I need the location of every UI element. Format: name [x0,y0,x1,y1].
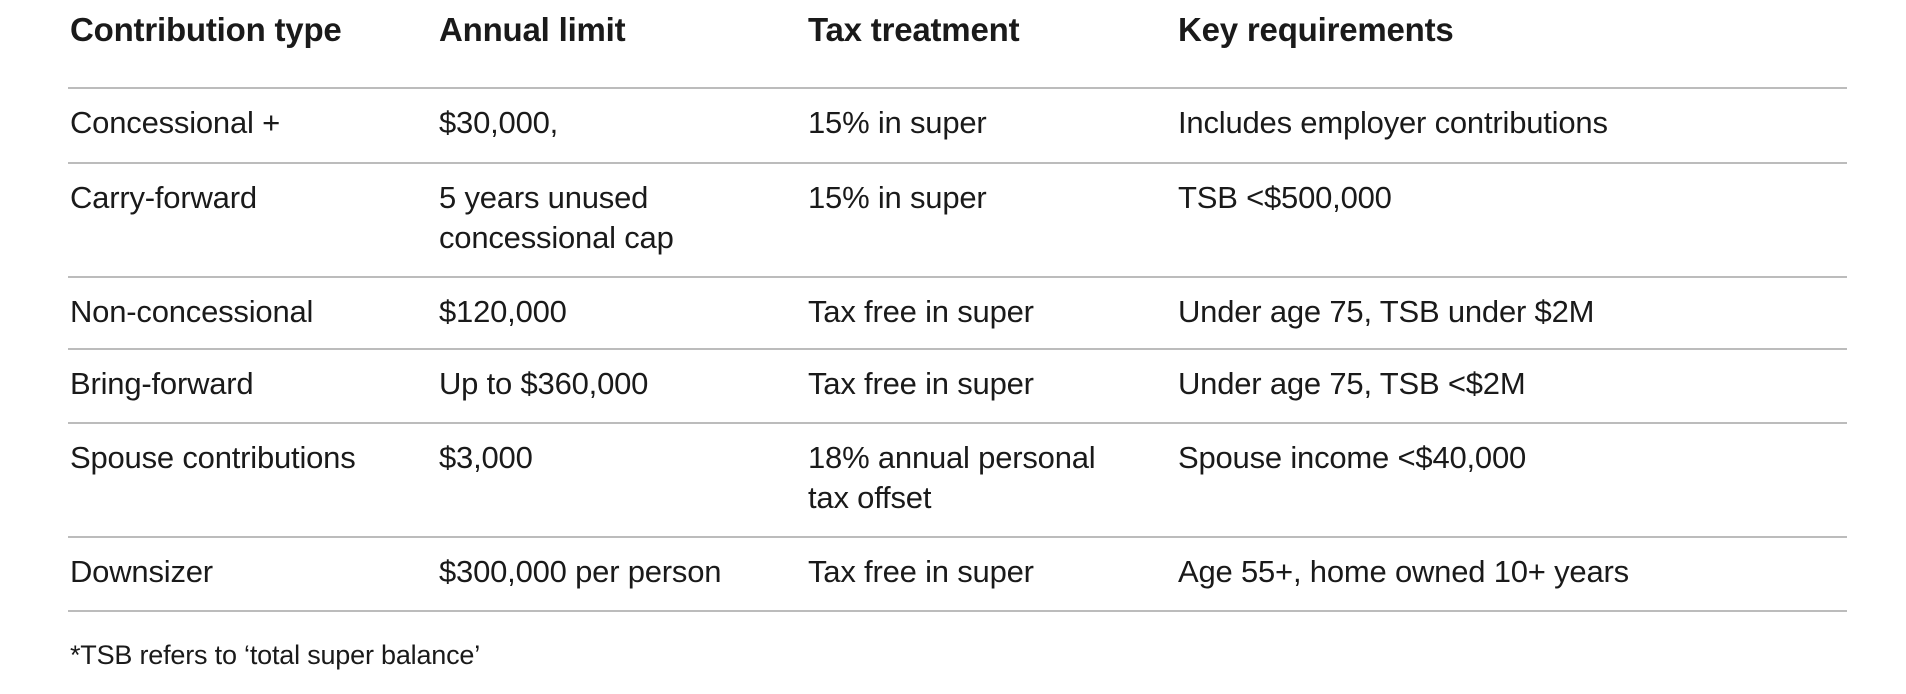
cell-type: Concessional + [68,88,437,164]
table-header-row: Contribution type Annual limit Tax treatme… [68,0,1847,89]
cell-tax: Tax free in super [806,349,1176,424]
cell-req: Age 55+, home owned 10+ years [1176,537,1847,612]
table-row: Carry-forward 5 years unused concessional… [68,163,1847,278]
cell-type: Carry-forward [68,163,437,278]
cell-req: Under age 75, TSB under $2M [1176,277,1847,350]
table-row: Spouse contributions $3,000 18% annual per… [68,423,1847,538]
contributions-table-section: Contribution type Annual limit Tax treatme… [68,0,1847,672]
cell-tax: 15% in super [806,88,1176,164]
table-row: Bring-forward Up to $360,000 Tax free in s… [68,349,1847,424]
column-header-type: Contribution type [68,0,437,89]
column-header-req: Key requirements [1176,0,1847,89]
contributions-table: Contribution type Annual limit Tax treatme… [68,0,1847,612]
cell-req: Spouse income <$40,000 [1176,423,1847,538]
cell-req: Under age 75, TSB <$2M [1176,349,1847,424]
tsb-footnote: *TSB refers to ‘total super balance’ [70,640,481,670]
cell-type: Non-concessional [68,277,437,350]
table-row: Non-concessional $120,000 Tax free in supe… [68,277,1847,350]
cell-limit: $120,000 [437,277,806,350]
cell-limit: Up to $360,000 [437,349,806,424]
cell-type: Downsizer [68,537,437,612]
cell-req: TSB <$500,000 [1176,163,1847,278]
cell-req: Includes employer contributions [1176,88,1847,164]
column-header-tax: Tax treatment [806,0,1176,89]
cell-limit: 5 years unused concessional cap [437,163,806,278]
cell-tax: 18% annual personal tax offset [806,423,1176,538]
cell-limit: $300,000 per person [437,537,806,612]
table-row: Downsizer $300,000 per person Tax free in … [68,537,1847,612]
cell-type: Spouse contributions [68,423,437,538]
cell-type: Bring-forward [68,349,437,424]
cell-tax: Tax free in super [806,537,1176,612]
cell-tax: Tax free in super [806,277,1176,350]
column-header-limit: Annual limit [437,0,806,89]
cell-tax: 15% in super [806,163,1176,278]
table-row: Concessional + $30,000, 15% in super Includ… [68,88,1847,164]
cell-limit: $30,000, [437,88,806,164]
cell-limit: $3,000 [437,423,806,538]
